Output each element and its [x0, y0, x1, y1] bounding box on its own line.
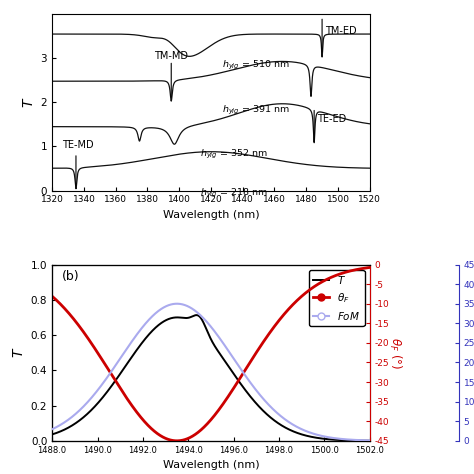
Y-axis label: T: T [21, 98, 35, 107]
X-axis label: Wavelength (nm): Wavelength (nm) [163, 460, 259, 470]
Text: $h_{yig}$ = 218 nm: $h_{yig}$ = 218 nm [200, 187, 268, 201]
Text: TM-ED: TM-ED [325, 26, 357, 36]
Text: TE-ED: TE-ED [317, 114, 346, 124]
Legend: $T$, $\theta_F$, $FoM$: $T$, $\theta_F$, $FoM$ [309, 270, 365, 326]
Text: TM-MD: TM-MD [154, 51, 188, 61]
Y-axis label: T: T [11, 348, 25, 357]
Text: $h_{yig}$ = 510 nm: $h_{yig}$ = 510 nm [222, 59, 290, 73]
Text: (b): (b) [62, 270, 79, 283]
Text: $h_{yig}$ = 391 nm: $h_{yig}$ = 391 nm [222, 103, 290, 117]
X-axis label: Wavelength (nm): Wavelength (nm) [163, 210, 259, 220]
Text: $h_{yig}$ = 352 nm: $h_{yig}$ = 352 nm [200, 147, 268, 161]
Text: TE-MD: TE-MD [62, 140, 93, 150]
Y-axis label: $\theta_F$ (°): $\theta_F$ (°) [387, 337, 403, 369]
